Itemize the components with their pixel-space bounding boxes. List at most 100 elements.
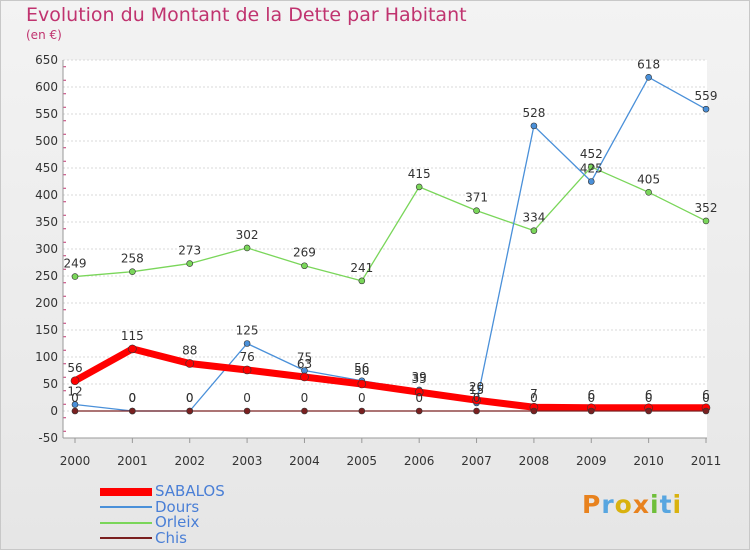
data-label-dours: 618 [637, 57, 660, 71]
data-label-dours: 0 [129, 391, 137, 405]
logo-letter: o [614, 490, 633, 519]
y-tick-label: 400 [35, 188, 58, 202]
data-point-chis [473, 407, 480, 415]
data-label-chis: 0 [71, 391, 79, 405]
data-label-orleix: 302 [236, 228, 259, 242]
data-point-orleix [530, 227, 538, 234]
legend: SABALOS Dours Orleix Chis [100, 484, 225, 546]
data-label-orleix: 258 [121, 252, 144, 266]
logo-letter: i [672, 490, 683, 519]
data-label-chis: 0 [186, 391, 194, 405]
data-point-chis [415, 407, 423, 415]
proxiti-logo: Proxiti [582, 490, 682, 519]
x-tick-label: 2003 [232, 454, 263, 468]
legend-label: SABALOS [155, 482, 225, 501]
y-tick-label: 0 [50, 404, 58, 418]
data-label-dours: 125 [236, 324, 259, 338]
data-label-orleix: 273 [178, 244, 201, 258]
logo-letter: r [601, 490, 615, 519]
data-point-chis [530, 407, 538, 415]
data-label-sabalos: 50 [354, 364, 369, 378]
y-tick-label: 50 [43, 377, 58, 391]
x-tick-label: 2009 [576, 454, 607, 468]
y-tick-label: 550 [35, 107, 58, 121]
data-point-sabalos [242, 365, 252, 375]
logo-letter: t [659, 490, 673, 519]
chart-subtitle: (en €) [26, 28, 62, 42]
data-label-sabalos: 6 [645, 388, 653, 402]
data-point-sabalos [472, 395, 481, 405]
x-tick-label: 2002 [174, 454, 205, 468]
legend-swatch [100, 521, 152, 524]
data-point-chis [71, 407, 79, 415]
data-label-orleix: 452 [580, 147, 603, 161]
data-label-orleix: 415 [408, 167, 431, 181]
data-label-sabalos: 63 [297, 357, 312, 371]
data-label-dours: 425 [580, 162, 603, 176]
data-point-sabalos [414, 387, 424, 397]
logo-letter: i [650, 490, 660, 519]
data-label-chis: 0 [358, 391, 366, 405]
data-point-sabalos [70, 376, 80, 386]
series-layer [70, 73, 711, 415]
data-point-chis [358, 407, 366, 415]
data-label-sabalos: 88 [182, 343, 197, 357]
logo-letter: P [582, 490, 602, 519]
legend-label: Orleix [155, 513, 200, 532]
data-point-sabalos [357, 379, 367, 389]
chart-title: Evolution du Montant de la Dette par Hab… [26, 4, 467, 26]
data-label-sabalos: 115 [121, 329, 144, 343]
data-point-chis [186, 407, 194, 415]
data-label-orleix: 352 [695, 201, 718, 215]
y-tick-label: 600 [35, 80, 58, 94]
data-point-sabalos [128, 344, 137, 354]
data-label-dours: 75 [297, 351, 312, 365]
y-tick-label: 450 [35, 161, 58, 175]
legend-label: Dours [155, 497, 200, 516]
x-tick-label: 2004 [289, 454, 320, 468]
data-point-orleix [702, 217, 710, 225]
data-label-orleix: 241 [350, 261, 373, 275]
data-point-orleix [645, 189, 652, 196]
data-label-chis: 0 [587, 391, 595, 405]
data-label-orleix: 249 [64, 257, 87, 271]
data-point-sabalos [185, 359, 195, 368]
data-point-dours [243, 340, 251, 347]
data-point-orleix [358, 277, 366, 285]
x-tick-label: 2005 [347, 454, 378, 468]
legend-swatch [100, 537, 152, 540]
data-label-dours: 0 [186, 391, 194, 405]
legend-item-chis: Chis [100, 528, 225, 547]
y-tick-label: 200 [35, 296, 58, 310]
data-label-orleix: 334 [522, 211, 545, 225]
data-label-sabalos: 6 [587, 388, 595, 402]
axes: -500501001502002503003504004505005506006… [35, 53, 721, 468]
data-label-chis: 0 [415, 391, 423, 405]
legend-label: Chis [155, 528, 187, 547]
data-point-dours [702, 105, 710, 113]
series-line-orleix [74, 166, 707, 282]
data-point-orleix [587, 163, 595, 171]
grid-lines [63, 59, 707, 439]
data-point-chis [129, 407, 136, 415]
y-tick-label: 500 [35, 134, 58, 148]
data-point-orleix [129, 268, 136, 275]
data-point-dours [530, 122, 538, 130]
data-label-dours: 15 [469, 383, 484, 397]
y-tick-label: 350 [35, 215, 58, 229]
y-tick-label: -50 [38, 431, 58, 445]
data-point-chis [702, 407, 710, 415]
data-label-dours: 56 [354, 361, 369, 375]
x-tick-label: 2006 [404, 454, 435, 468]
data-label-dours: 12 [67, 385, 82, 399]
data-point-orleix [473, 207, 480, 214]
x-tick-label: 2001 [117, 454, 148, 468]
data-label-orleix: 371 [465, 191, 488, 205]
y-tick-label: 150 [35, 323, 58, 337]
data-label-chis: 0 [702, 391, 710, 405]
y-tick-label: 300 [35, 242, 58, 256]
data-label-chis: 0 [645, 391, 653, 405]
y-tick-label: 100 [35, 350, 58, 364]
